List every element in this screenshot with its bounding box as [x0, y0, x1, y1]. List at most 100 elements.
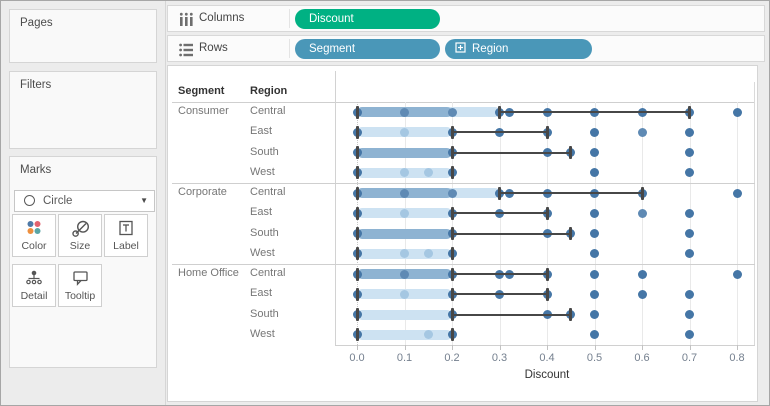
axis-tick — [357, 345, 358, 350]
mark-circle[interactable] — [685, 289, 694, 299]
mark-circle[interactable] — [590, 148, 599, 158]
header-separator — [172, 102, 755, 103]
gridline — [737, 102, 738, 345]
whisker-cap — [355, 267, 359, 281]
row-label-region[interactable]: East — [250, 287, 273, 300]
chevron-down-icon[interactable]: ▼ — [140, 196, 148, 205]
mark-circle[interactable] — [400, 289, 409, 299]
x-axis-title[interactable]: Discount — [524, 369, 570, 381]
gridline — [594, 102, 596, 345]
mark-circle[interactable] — [637, 289, 647, 299]
axis-tick-label: 0.7 — [681, 352, 698, 364]
mark-circle[interactable] — [423, 330, 433, 340]
box-band-dark — [357, 147, 452, 158]
tooltip-button[interactable]: Tooltip — [58, 264, 102, 307]
mark-circle[interactable] — [423, 168, 433, 178]
gridline — [452, 102, 453, 345]
axis-tick-label: 0.8 — [729, 352, 745, 364]
mark-circle[interactable] — [590, 269, 599, 279]
size-button[interactable]: Size — [58, 214, 102, 257]
mark-circle[interactable] — [400, 107, 409, 117]
mark-circle[interactable] — [400, 188, 409, 198]
axis-tick-label: 0.6 — [634, 352, 650, 364]
color-button[interactable]: Color — [12, 214, 56, 257]
row-label-region[interactable]: West — [250, 246, 275, 259]
row-label-region[interactable]: West — [250, 327, 275, 340]
mark-circle[interactable] — [590, 229, 599, 239]
whisker-cap — [355, 186, 359, 200]
mark-circle[interactable] — [400, 208, 409, 218]
whisker-cap — [450, 166, 454, 180]
mark-circle[interactable] — [590, 168, 599, 178]
mark-circle[interactable] — [400, 127, 409, 137]
mark-circle[interactable] — [400, 269, 409, 279]
columns-shelf[interactable]: Columns Discount — [167, 5, 765, 32]
rows-shelf[interactable]: Rows Segment Region — [167, 35, 765, 62]
row-label-region[interactable]: Central — [250, 186, 286, 199]
mark-circle[interactable] — [590, 127, 599, 137]
pill-discount[interactable]: Discount — [295, 9, 440, 29]
mark-circle[interactable] — [732, 107, 742, 117]
columns-shelf-label: Columns — [199, 12, 245, 24]
mark-circle[interactable] — [732, 269, 742, 279]
mark-type-dropdown[interactable]: Circle ▼ — [14, 190, 155, 212]
mark-circle[interactable] — [685, 310, 694, 320]
label-button[interactable]: Label — [104, 214, 148, 257]
axis-tick — [547, 345, 548, 350]
row-label-region[interactable]: Central — [250, 105, 286, 118]
mark-circle[interactable] — [637, 127, 647, 137]
row-label-segment[interactable]: Corporate — [178, 186, 227, 199]
filters-shelf[interactable]: Filters — [9, 71, 157, 149]
row-label-region[interactable]: East — [250, 125, 273, 138]
expand-plus-icon[interactable] — [455, 42, 466, 53]
pages-shelf[interactable]: Pages — [9, 9, 157, 63]
pill-region[interactable]: Region — [445, 39, 592, 59]
mark-circle[interactable] — [447, 188, 457, 198]
axis-tick — [594, 345, 596, 350]
row-label-region[interactable]: Central — [250, 267, 286, 280]
mark-circle[interactable] — [423, 249, 433, 259]
mark-circle[interactable] — [400, 249, 409, 259]
mark-type-value: Circle — [43, 195, 73, 207]
mark-circle[interactable] — [447, 107, 457, 117]
mark-circle[interactable] — [732, 188, 742, 198]
row-label-segment[interactable]: Consumer — [178, 105, 229, 118]
axis-tick-label: 0.0 — [349, 352, 365, 364]
row-label-region[interactable]: West — [250, 165, 275, 178]
mark-circle[interactable] — [685, 208, 694, 218]
mark-circle[interactable] — [590, 208, 599, 218]
mark-circle[interactable] — [685, 168, 694, 178]
mark-circle[interactable] — [590, 249, 599, 259]
shelf-separator — [289, 39, 290, 58]
whisker-cap — [498, 105, 501, 119]
marks-card-label: Marks — [20, 164, 52, 176]
mark-circle[interactable] — [685, 330, 694, 340]
mark-circle[interactable] — [590, 330, 599, 340]
row-label-region[interactable]: East — [250, 206, 273, 219]
whisker-cap — [355, 166, 359, 180]
rows-icon — [179, 43, 193, 57]
whisker-cap — [355, 146, 359, 160]
mark-circle[interactable] — [685, 229, 694, 239]
whisker-cap — [545, 125, 549, 139]
mark-circle[interactable] — [590, 289, 599, 299]
mark-circle[interactable] — [400, 168, 409, 178]
row-label-segment[interactable]: Home Office — [178, 267, 239, 280]
mark-circle[interactable] — [637, 208, 647, 218]
row-label-region[interactable]: South — [250, 307, 279, 320]
row-label-region[interactable]: South — [250, 145, 279, 158]
tooltip-icon — [72, 271, 88, 286]
mark-circle[interactable] — [685, 249, 694, 259]
row-label-region[interactable]: South — [250, 226, 279, 239]
pill-segment[interactable]: Segment — [295, 39, 440, 59]
mark-circle[interactable] — [637, 269, 647, 279]
mark-circle[interactable] — [590, 310, 599, 320]
segment-column-header[interactable]: Segment — [178, 85, 225, 97]
mark-circle[interactable] — [685, 127, 694, 137]
gridline — [689, 102, 691, 345]
region-column-header[interactable]: Region — [250, 85, 288, 97]
detail-button[interactable]: Detail — [12, 264, 56, 307]
whisker-cap — [498, 186, 501, 200]
pill-discount-label: Discount — [309, 13, 354, 25]
mark-circle[interactable] — [685, 148, 694, 158]
